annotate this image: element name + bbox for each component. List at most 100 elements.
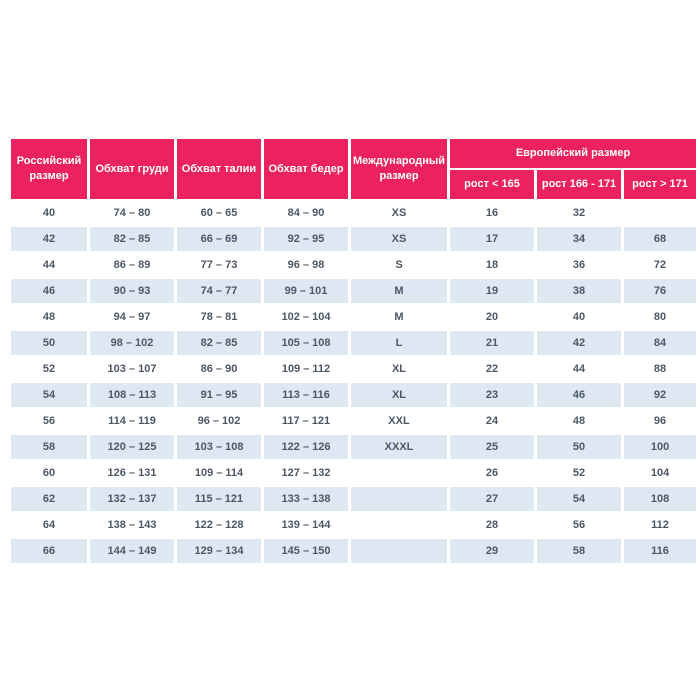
cell-eu-height-166-171: 46: [537, 383, 622, 407]
cell-eu-height-gt-171: 76: [624, 279, 697, 303]
table-row: 58 120 – 125 103 – 108 122 – 126 XXXL 25 50 100: [11, 435, 697, 459]
table-row: 50 98 – 102 82 – 85 105 – 108 L 21 42 84: [11, 331, 697, 355]
header-international-size: Международный размер: [351, 139, 448, 199]
cell-eu-height-lt-165: 26: [450, 461, 535, 485]
cell-eu-height-lt-165: 25: [450, 435, 535, 459]
cell-eu-height-lt-165: 23: [450, 383, 535, 407]
header-eu-height-lt-165: рост < 165: [450, 170, 535, 199]
table-row: 52 103 – 107 86 – 90 109 – 112 XL 22 44 88: [11, 357, 697, 381]
header-european-size: Европейский размер: [450, 139, 697, 168]
table-row: 44 86 – 89 77 – 73 96 – 98 S 18 36 72: [11, 253, 697, 277]
cell-hips: 122 – 126: [264, 435, 348, 459]
cell-eu-height-gt-171: 84: [624, 331, 697, 355]
size-chart-table: Российский размер Обхват груди Обхват та…: [8, 137, 699, 565]
cell-hips: 92 – 95: [264, 227, 348, 251]
cell-waist: 109 – 114: [177, 461, 261, 485]
table-header: Российский размер Обхват груди Обхват та…: [11, 139, 697, 199]
table-row: 46 90 – 93 74 – 77 99 – 101 M 19 38 76: [11, 279, 697, 303]
cell-russian-size: 44: [11, 253, 87, 277]
cell-chest: 90 – 93: [90, 279, 174, 303]
cell-international-size: XXL: [351, 409, 448, 433]
table-row: 62 132 – 137 115 – 121 133 – 138 27 54 108: [11, 487, 697, 511]
cell-russian-size: 62: [11, 487, 87, 511]
cell-eu-height-gt-171: 68: [624, 227, 697, 251]
table-row: 66 144 – 149 129 – 134 145 – 150 29 58 116: [11, 539, 697, 563]
cell-international-size: XS: [351, 227, 448, 251]
cell-waist: 66 – 69: [177, 227, 261, 251]
cell-russian-size: 54: [11, 383, 87, 407]
header-row-sub: рост < 165 рост 166 - 171 рост > 171: [11, 170, 697, 199]
cell-chest: 114 – 119: [90, 409, 174, 433]
cell-waist: 60 – 65: [177, 201, 261, 225]
cell-chest: 108 – 113: [90, 383, 174, 407]
cell-eu-height-gt-171: 88: [624, 357, 697, 381]
table-row: 42 82 – 85 66 – 69 92 – 95 XS 17 34 68: [11, 227, 697, 251]
cell-eu-height-gt-171: 96: [624, 409, 697, 433]
cell-eu-height-gt-171: 116: [624, 539, 697, 563]
cell-eu-height-166-171: 58: [537, 539, 622, 563]
header-eu-height-gt-171: рост > 171: [624, 170, 697, 199]
cell-international-size: L: [351, 331, 448, 355]
cell-chest: 144 – 149: [90, 539, 174, 563]
cell-eu-height-lt-165: 21: [450, 331, 535, 355]
cell-waist: 129 – 134: [177, 539, 261, 563]
cell-eu-height-lt-165: 18: [450, 253, 535, 277]
table-row: 56 114 – 119 96 – 102 117 – 121 XXL 24 48 96: [11, 409, 697, 433]
cell-eu-height-166-171: 54: [537, 487, 622, 511]
cell-international-size: XL: [351, 357, 448, 381]
table-row: 64 138 – 143 122 – 128 139 – 144 28 56 112: [11, 513, 697, 537]
cell-waist: 74 – 77: [177, 279, 261, 303]
cell-international-size: M: [351, 279, 448, 303]
cell-eu-height-lt-165: 28: [450, 513, 535, 537]
cell-chest: 94 – 97: [90, 305, 174, 329]
cell-chest: 138 – 143: [90, 513, 174, 537]
cell-eu-height-166-171: 42: [537, 331, 622, 355]
cell-eu-height-gt-171: 80: [624, 305, 697, 329]
cell-eu-height-lt-165: 29: [450, 539, 535, 563]
header-russian-size: Российский размер: [11, 139, 87, 199]
cell-eu-height-lt-165: 24: [450, 409, 535, 433]
cell-eu-height-166-171: 52: [537, 461, 622, 485]
cell-international-size: XS: [351, 201, 448, 225]
cell-hips: 113 – 116: [264, 383, 348, 407]
cell-waist: 103 – 108: [177, 435, 261, 459]
cell-eu-height-gt-171: 100: [624, 435, 697, 459]
cell-eu-height-166-171: 34: [537, 227, 622, 251]
cell-hips: 99 – 101: [264, 279, 348, 303]
cell-russian-size: 42: [11, 227, 87, 251]
cell-russian-size: 66: [11, 539, 87, 563]
cell-eu-height-166-171: 48: [537, 409, 622, 433]
cell-eu-height-gt-171: 92: [624, 383, 697, 407]
cell-waist: 91 – 95: [177, 383, 261, 407]
header-waist: Обхват талии: [177, 139, 261, 199]
cell-eu-height-166-171: 38: [537, 279, 622, 303]
cell-hips: 117 – 121: [264, 409, 348, 433]
cell-eu-height-gt-171: 108: [624, 487, 697, 511]
cell-hips: 133 – 138: [264, 487, 348, 511]
cell-eu-height-166-171: 56: [537, 513, 622, 537]
cell-hips: 102 – 104: [264, 305, 348, 329]
cell-eu-height-lt-165: 19: [450, 279, 535, 303]
cell-hips: 139 – 144: [264, 513, 348, 537]
cell-chest: 82 – 85: [90, 227, 174, 251]
cell-russian-size: 46: [11, 279, 87, 303]
cell-eu-height-166-171: 36: [537, 253, 622, 277]
cell-hips: 127 – 132: [264, 461, 348, 485]
cell-eu-height-lt-165: 17: [450, 227, 535, 251]
cell-eu-height-gt-171: 72: [624, 253, 697, 277]
cell-russian-size: 60: [11, 461, 87, 485]
cell-international-size: M: [351, 305, 448, 329]
cell-chest: 126 – 131: [90, 461, 174, 485]
cell-international-size: [351, 487, 448, 511]
cell-waist: 78 – 81: [177, 305, 261, 329]
header-row-top: Российский размер Обхват груди Обхват та…: [11, 139, 697, 199]
cell-hips: 109 – 112: [264, 357, 348, 381]
cell-chest: 120 – 125: [90, 435, 174, 459]
cell-russian-size: 64: [11, 513, 87, 537]
cell-eu-height-lt-165: 16: [450, 201, 535, 225]
table-row: 40 74 – 80 60 – 65 84 – 90 XS 16 32: [11, 201, 697, 225]
cell-chest: 86 – 89: [90, 253, 174, 277]
table-row: 60 126 – 131 109 – 114 127 – 132 26 52 104: [11, 461, 697, 485]
cell-chest: 74 – 80: [90, 201, 174, 225]
